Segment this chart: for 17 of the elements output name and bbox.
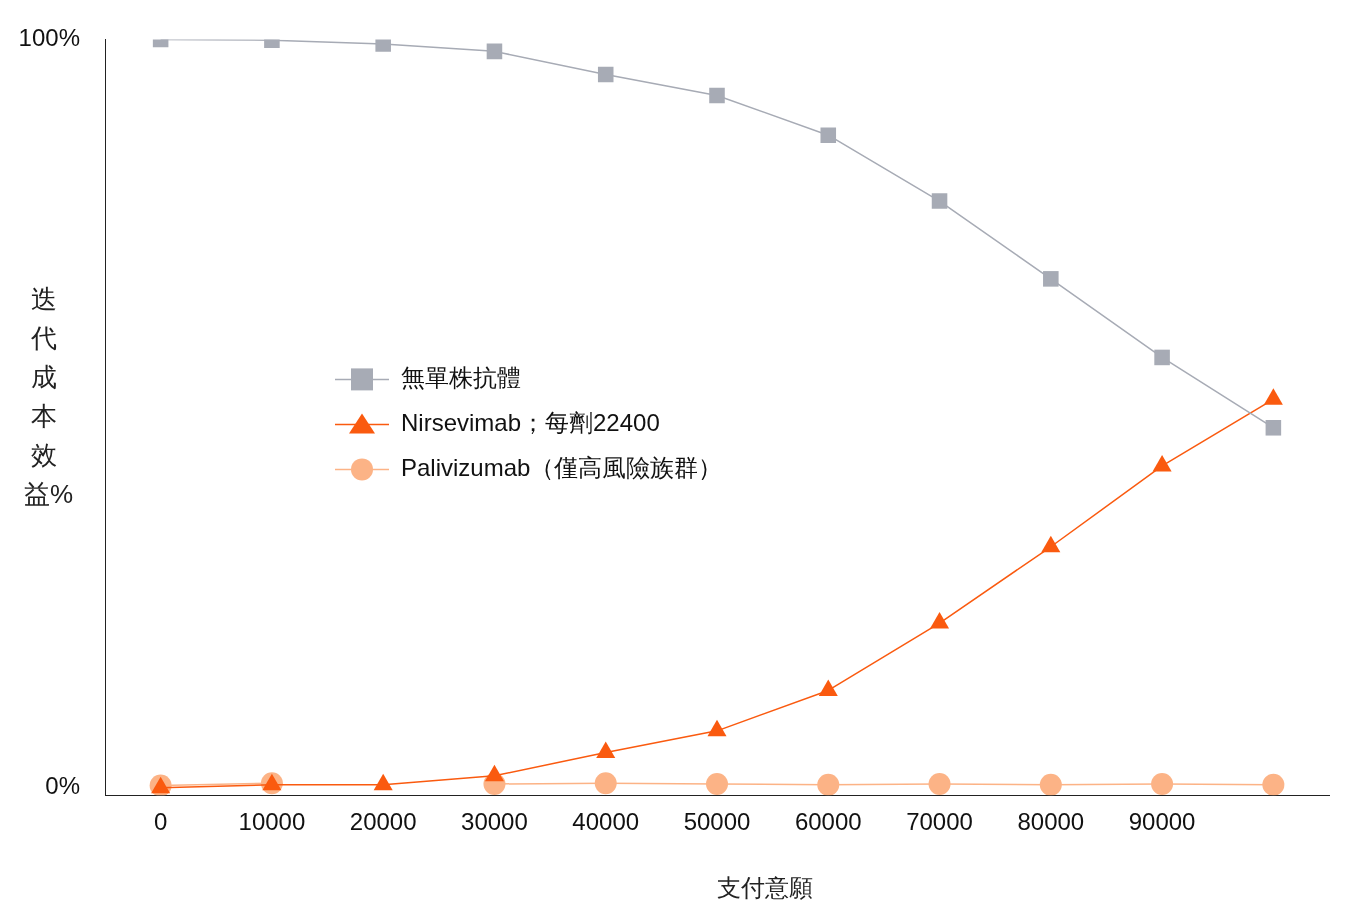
x-tick-label: 60000 — [794, 808, 862, 836]
x-tick-label: 70000 — [906, 808, 973, 836]
legend-label: Palivizumab（僅高風險族群） — [401, 454, 723, 482]
x-tick-label: 0 — [153, 808, 168, 836]
x-tick-label: 30000 — [461, 808, 528, 836]
x-tick-label: 20000 — [349, 808, 417, 836]
x-tick-label: 50000 — [683, 808, 751, 836]
y-axis-title: 迭代成本效益% — [24, 283, 74, 511]
y-tick-label: 0% — [45, 772, 80, 800]
x-tick-label: 10000 — [238, 808, 306, 836]
legend-label: Nirsevimab；每劑22400 — [401, 409, 660, 437]
legend-label: 無單株抗體 — [401, 364, 521, 392]
x-tick-label: 80000 — [1017, 808, 1085, 836]
x-tick-label: 90000 — [1128, 808, 1196, 836]
y-tick-label: 100% — [18, 24, 80, 52]
x-axis-title: 支付意願 — [715, 873, 814, 903]
x-tick-label: 40000 — [572, 808, 640, 836]
